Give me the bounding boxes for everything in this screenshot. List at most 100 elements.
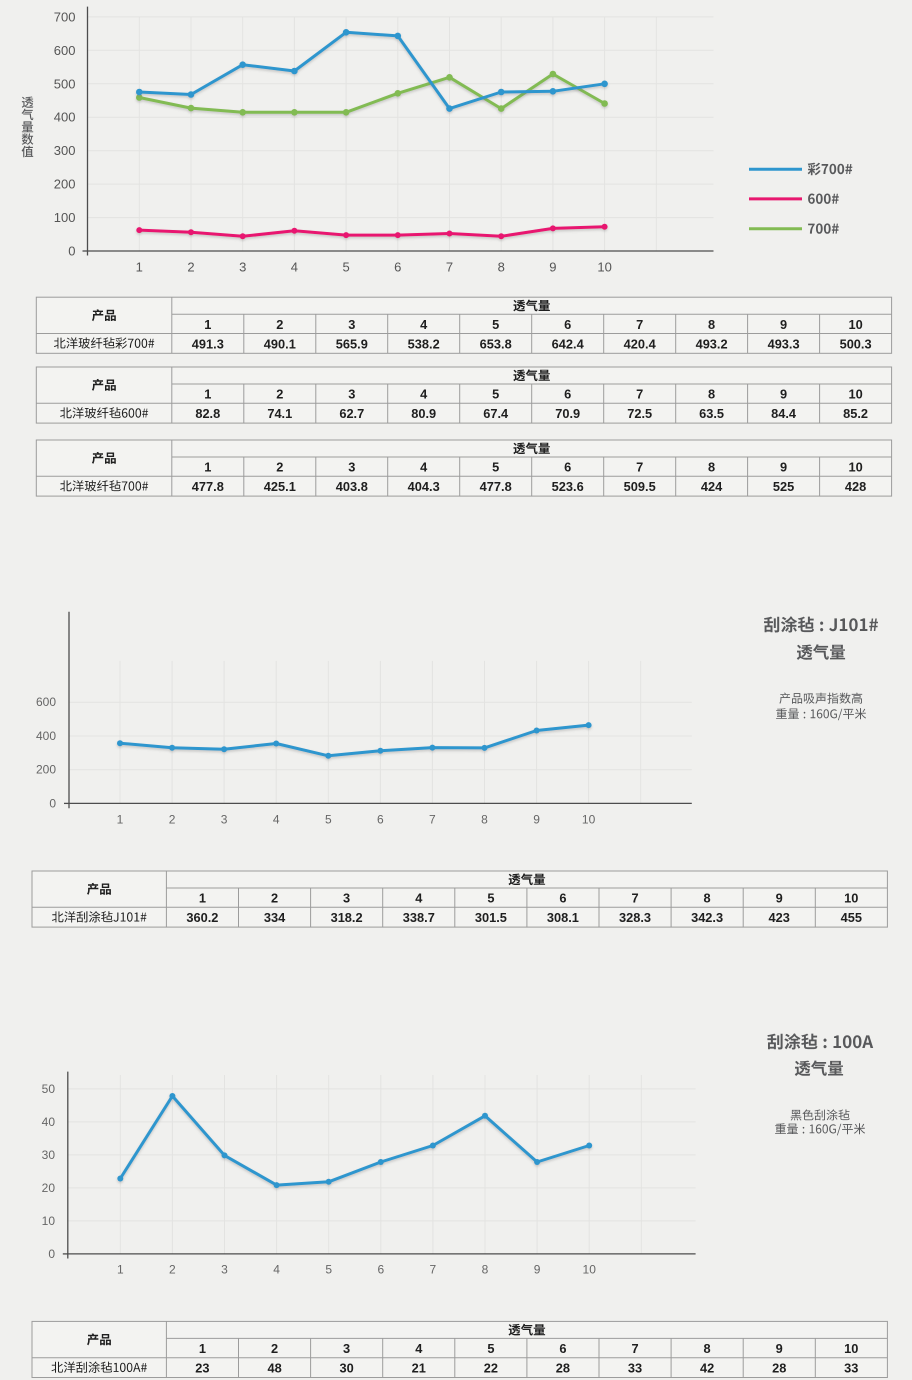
svg-text:490.1: 490.1 [264,336,296,351]
svg-text:3: 3 [221,813,228,827]
svg-text:40: 40 [42,1115,56,1129]
svg-text:9: 9 [533,813,540,827]
svg-text:1: 1 [204,317,211,332]
svg-text:600: 600 [36,695,56,709]
svg-text:4: 4 [273,1263,280,1277]
svg-text:4: 4 [420,460,428,475]
svg-text:3: 3 [348,460,355,475]
svg-text:4: 4 [273,813,280,827]
svg-text:301.5: 301.5 [475,910,507,925]
svg-text:8: 8 [482,1263,489,1277]
svg-text:10: 10 [582,813,596,827]
svg-text:23: 23 [195,1361,209,1376]
svg-text:493.3: 493.3 [768,336,800,351]
svg-text:22: 22 [484,1361,498,1376]
svg-text:308.1: 308.1 [547,910,579,925]
svg-text:3: 3 [343,891,350,906]
svg-text:342.3: 342.3 [691,910,723,925]
svg-text:5: 5 [492,460,499,475]
svg-text:4: 4 [291,260,298,275]
svg-text:360.2: 360.2 [186,910,218,925]
svg-text:328.3: 328.3 [619,910,651,925]
svg-text:67.4: 67.4 [483,406,509,421]
svg-text:493.2: 493.2 [696,336,728,351]
svg-text:74.1: 74.1 [267,406,292,421]
svg-text:200: 200 [54,177,76,192]
svg-text:48: 48 [267,1361,281,1376]
svg-text:42: 42 [700,1361,714,1376]
svg-text:10: 10 [583,1263,597,1277]
svg-text:424: 424 [701,479,723,494]
svg-text:72.5: 72.5 [627,406,652,421]
svg-text:423: 423 [769,910,790,925]
svg-text:403.8: 403.8 [336,479,368,494]
svg-text:653.8: 653.8 [480,336,512,351]
svg-text:20: 20 [42,1181,56,1195]
svg-text:33: 33 [844,1361,858,1376]
svg-text:400: 400 [54,110,76,125]
svg-text:700: 700 [54,9,76,24]
svg-text:2: 2 [271,891,278,906]
svg-text:9: 9 [780,317,787,332]
svg-text:9: 9 [780,460,787,475]
svg-text:500.3: 500.3 [840,336,872,351]
svg-text:600: 600 [54,43,76,58]
svg-text:70.9: 70.9 [555,406,580,421]
svg-text:4: 4 [420,317,428,332]
svg-text:5: 5 [325,1263,332,1277]
svg-text:8: 8 [708,460,715,475]
svg-text:6: 6 [564,317,571,332]
svg-text:7: 7 [636,317,643,332]
svg-text:4: 4 [420,387,428,402]
svg-text:28: 28 [772,1361,786,1376]
svg-text:1: 1 [117,813,124,827]
svg-text:28: 28 [556,1361,570,1376]
svg-text:5: 5 [325,813,332,827]
svg-text:9: 9 [780,387,787,402]
svg-text:1: 1 [204,460,211,475]
svg-text:2: 2 [276,387,283,402]
svg-text:0: 0 [48,1247,55,1261]
svg-text:5: 5 [342,260,349,275]
svg-text:7: 7 [636,387,643,402]
svg-text:10: 10 [844,1341,858,1356]
svg-text:5: 5 [487,1341,494,1356]
svg-text:334: 334 [264,910,286,925]
svg-text:4: 4 [415,1341,423,1356]
svg-text:5: 5 [492,387,499,402]
svg-text:565.9: 565.9 [336,336,368,351]
svg-text:6: 6 [394,260,401,275]
svg-text:455: 455 [841,910,862,925]
svg-text:6: 6 [564,387,571,402]
svg-text:7: 7 [446,260,453,275]
svg-text:82.8: 82.8 [195,406,220,421]
svg-text:8: 8 [481,813,488,827]
svg-text:10: 10 [597,260,611,275]
svg-text:425.1: 425.1 [264,479,296,494]
svg-text:525: 525 [773,479,794,494]
svg-text:3: 3 [343,1341,350,1356]
svg-text:6: 6 [564,460,571,475]
svg-text:500: 500 [54,76,76,91]
svg-text:300: 300 [54,143,76,158]
svg-text:477.8: 477.8 [192,479,224,494]
svg-text:9: 9 [534,1263,541,1277]
svg-text:538.2: 538.2 [408,336,440,351]
svg-text:1: 1 [136,260,143,275]
svg-text:2: 2 [169,813,176,827]
svg-text:420.4: 420.4 [624,336,657,351]
svg-text:7: 7 [636,460,643,475]
svg-text:0: 0 [68,244,75,259]
svg-text:8: 8 [704,1341,711,1356]
svg-text:642.4: 642.4 [552,336,585,351]
svg-text:6: 6 [377,813,384,827]
svg-text:1: 1 [204,387,211,402]
svg-text:3: 3 [239,260,246,275]
svg-text:10: 10 [42,1214,56,1228]
svg-text:400: 400 [36,729,56,743]
svg-text:7: 7 [430,1263,437,1277]
svg-text:7: 7 [631,891,638,906]
svg-text:3: 3 [348,317,355,332]
svg-text:33: 33 [628,1361,642,1376]
svg-text:509.5: 509.5 [624,479,656,494]
